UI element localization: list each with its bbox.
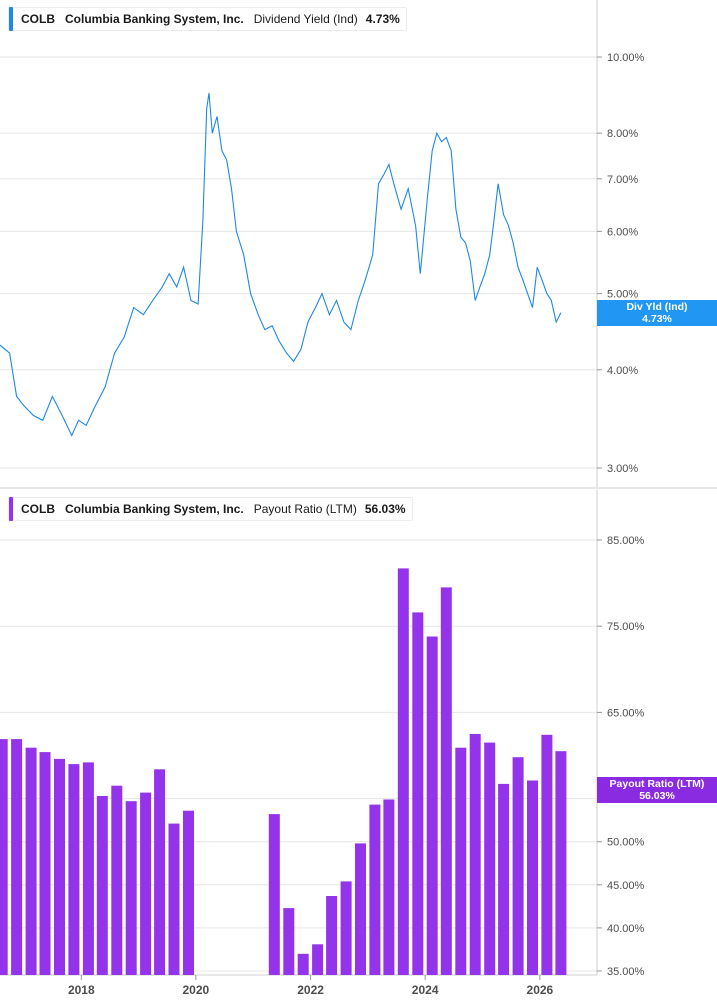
payout-ratio-bar — [297, 953, 309, 975]
payout-ratio-bar — [0, 739, 8, 975]
bottom-y-axis-ticks: 35.00%40.00%45.00%50.00%55.00%65.00%75.0… — [597, 535, 645, 978]
payout-ratio-bar — [340, 881, 352, 975]
payout-ratio-bar — [125, 801, 137, 975]
payout-ratio-bar — [469, 734, 481, 975]
payout-ratio-bar — [25, 747, 37, 975]
payout-ratio-bars — [0, 568, 567, 975]
payout-ratio-bar — [440, 587, 452, 975]
x-axis-ticks: 2018 2020 2022 2024 2026 — [68, 975, 554, 997]
bottom-legend-metric: Payout Ratio (LTM) — [253, 502, 357, 516]
bottom-y-tick-label: 45.00% — [607, 880, 645, 892]
top-y-tick-label: 5.00% — [607, 289, 638, 301]
bottom-legend-swatch — [9, 497, 13, 521]
bottom-y-tick-label: 50.00% — [607, 837, 645, 849]
top-legend-value: 4.73% — [365, 12, 400, 26]
payout-ratio-bar — [326, 896, 338, 975]
payout-ratio-bar — [484, 742, 496, 975]
div-yield-current-badge: Div Yld (Ind) 4.73% — [597, 299, 717, 326]
payout-ratio-bar — [412, 612, 424, 975]
div-yield-badge-value: 4.73% — [642, 312, 672, 325]
payout-ratio-bar — [541, 734, 553, 975]
payout-ratio-badge-title: Payout Ratio (LTM) — [609, 777, 705, 790]
payout-ratio-bar — [527, 780, 538, 975]
x-tick-label: 2026 — [527, 983, 554, 997]
x-tick-label: 2024 — [412, 983, 439, 997]
top-y-tick-label: 3.00% — [607, 463, 638, 475]
payout-ratio-bar — [498, 783, 510, 975]
payout-ratio-bar — [82, 762, 94, 975]
bottom-legend-value: 56.03% — [364, 502, 406, 516]
dividend-yield-line — [0, 92, 562, 437]
payout-ratio-bar — [369, 804, 381, 975]
top-y-tick-label: 4.00% — [607, 365, 638, 377]
top-legend-ticker: COLB — [21, 12, 55, 26]
payout-ratio-bar — [68, 764, 80, 975]
payout-ratio-bar — [426, 636, 438, 975]
payout-ratio-bar — [383, 799, 395, 975]
x-tick-label: 2018 — [68, 983, 95, 997]
top-legend: COLB Columbia Banking System, Inc. Divid… — [8, 7, 407, 31]
payout-ratio-bar — [39, 752, 51, 975]
top-y-tick-label: 8.00% — [607, 128, 638, 140]
payout-ratio-bar — [312, 944, 324, 975]
bottom-y-tick-label: 35.00% — [607, 966, 645, 978]
bottom-legend: COLB Columbia Banking System, Inc. Payou… — [8, 497, 413, 521]
x-tick-label: 2022 — [297, 983, 324, 997]
payout-ratio-bar — [397, 568, 409, 975]
payout-ratio-current-badge: Payout Ratio (LTM) 56.03% — [597, 776, 717, 803]
top-y-tick-label: 6.00% — [607, 226, 638, 238]
payout-ratio-bar — [111, 785, 123, 975]
payout-ratio-bar — [96, 796, 108, 975]
bottom-legend-company: Columbia Banking System, Inc. — [65, 502, 244, 516]
div-yield-badge-title: Div Yld (Ind) — [626, 300, 688, 313]
bottom-y-tick-label: 85.00% — [607, 535, 645, 547]
top-legend-company: Columbia Banking System, Inc. — [65, 12, 244, 26]
top-y-axis-ticks: 3.00% 4.00% 5.00% 6.00% 7.00% 8.00% 10.00% — [597, 52, 645, 475]
top-legend-swatch — [9, 7, 13, 31]
payout-ratio-bar — [268, 814, 280, 975]
x-tick-label: 2020 — [183, 983, 210, 997]
payout-ratio-bar — [455, 747, 467, 975]
payout-ratio-badge-value: 56.03% — [639, 789, 675, 802]
bottom-y-tick-label: 65.00% — [607, 707, 645, 719]
payout-ratio-bar — [11, 739, 23, 975]
bottom-y-tick-label: 40.00% — [607, 923, 645, 935]
payout-ratio-bar — [355, 843, 366, 975]
payout-ratio-bar — [183, 810, 194, 975]
payout-ratio-bar — [555, 751, 567, 975]
top-y-tick-label: 10.00% — [607, 52, 645, 64]
payout-ratio-bar — [283, 908, 295, 975]
bottom-legend-ticker: COLB — [21, 502, 55, 516]
bottom-y-tick-label: 75.00% — [607, 621, 645, 633]
payout-ratio-bar — [512, 757, 524, 975]
top-legend-metric: Dividend Yield (Ind) — [253, 12, 358, 26]
payout-ratio-bar — [54, 758, 65, 975]
top-gridlines — [0, 56, 597, 469]
payout-ratio-bar — [154, 769, 166, 975]
payout-ratio-bar — [140, 792, 152, 975]
top-y-tick-label: 7.00% — [607, 174, 638, 186]
payout-ratio-bar — [168, 823, 180, 975]
